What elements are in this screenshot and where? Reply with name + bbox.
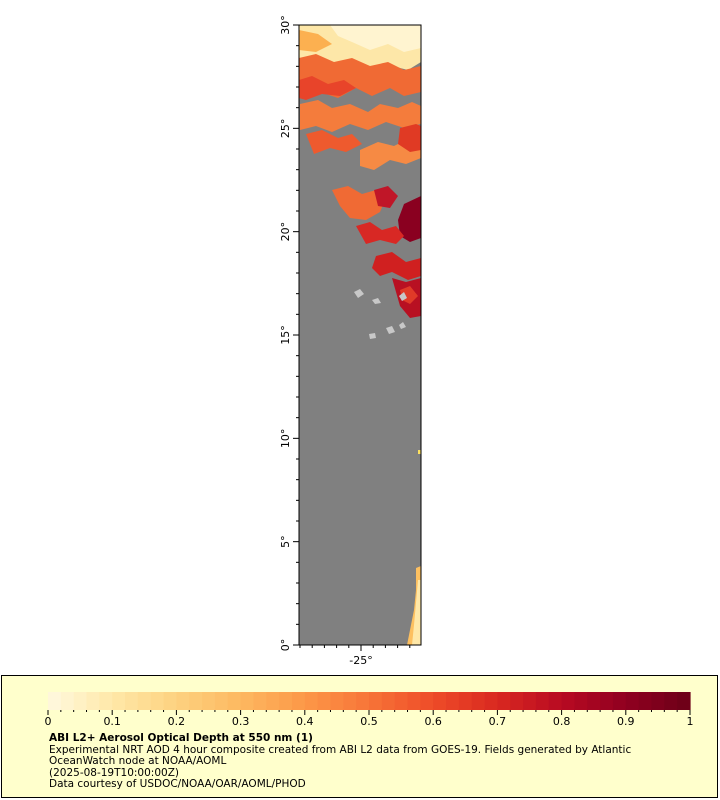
colorbar-segment <box>356 692 370 710</box>
legend-title: ABI L2+ Aerosol Optical Depth at 550 nm … <box>49 732 313 744</box>
colorbar-segment <box>214 692 229 710</box>
lon-tick-label: -25° <box>349 654 372 667</box>
cape-verde-island-3 <box>399 292 407 301</box>
colorbar-segment <box>535 692 550 710</box>
colorbar-label: 0.5 <box>360 715 378 728</box>
colorbar-label: 0.8 <box>553 715 571 728</box>
colorbar-segment <box>638 692 653 710</box>
lat-tick-label: 10° <box>279 429 292 449</box>
colorbar-segment <box>446 692 460 710</box>
colorbar-segment <box>587 692 601 710</box>
colorbar-segment <box>304 692 319 710</box>
colorbar-segment <box>458 692 473 710</box>
colorbar-segment <box>497 692 511 710</box>
colorbar-segment <box>651 692 665 710</box>
colorbar-segment <box>163 692 177 710</box>
colorbar-segment <box>612 692 627 710</box>
aod-patch-band-3 <box>300 100 421 132</box>
cape-verde-island-4 <box>386 326 395 334</box>
colorbar-segment <box>150 692 165 710</box>
colorbar-segment <box>227 692 242 710</box>
colorbar-segment <box>523 692 537 710</box>
cape-verde-island-2 <box>372 298 381 304</box>
aod-patch-coastal-light <box>412 580 421 645</box>
lat-tick-label: 0° <box>279 639 292 652</box>
colorbar-segment <box>189 692 203 710</box>
aod-patch-mid-dark <box>398 196 421 242</box>
colorbar-segment <box>125 692 139 710</box>
colorbar-segment <box>86 692 100 710</box>
colorbar-segment <box>112 692 126 710</box>
colorbar-segment <box>137 692 152 710</box>
colorbar-segment <box>484 692 498 710</box>
map-figure: 0° 5° 10° 15° 20° 25° 30° -25° <box>279 15 422 667</box>
colorbar-segment <box>664 692 678 710</box>
legend-timestamp: (2025-08-19T10:00:00Z) <box>49 766 179 779</box>
colorbar-segment <box>176 692 190 710</box>
lat-tick-label: 15° <box>279 325 292 345</box>
aod-patch-band-6 <box>398 124 421 152</box>
colorbar-segment <box>625 692 640 710</box>
colorbar-segment <box>73 692 88 710</box>
legend-credit: Data courtesy of USDOC/NOAA/OAR/AOML/PHO… <box>49 778 306 790</box>
aod-speck-1 <box>418 450 421 454</box>
colorbar-segment <box>279 692 293 710</box>
aod-patch-mid-1 <box>332 186 386 220</box>
lat-tick-label: 30° <box>279 15 292 35</box>
colorbar-segment <box>510 692 524 710</box>
colorbar-label: 0.2 <box>168 715 186 728</box>
aod-patch-mid-2 <box>374 186 398 208</box>
aod-patch-north-orange <box>299 30 332 52</box>
colorbar-label: 0.7 <box>489 715 507 728</box>
lat-tick-label: 5° <box>279 535 292 548</box>
colorbar-segment <box>266 692 280 710</box>
lat-tick-label: 20° <box>279 222 292 242</box>
lat-tick-label: 25° <box>279 119 292 139</box>
legend-panel: 0 0.1 0.2 0.3 0.4 0.5 0.6 0.7 0.8 0.9 1 ABI L2+ Ae… <box>1 675 718 798</box>
colorbar-segment <box>420 692 434 710</box>
aod-patch-band-4 <box>306 130 362 154</box>
colorbar-segment <box>291 692 306 710</box>
colorbar-label: 1 <box>687 715 694 728</box>
colorbar-segment <box>561 692 576 710</box>
axis-ticks: 0° 5° 10° 15° 20° 25° 30° -25° <box>279 15 411 667</box>
colorbar-segment <box>330 692 344 710</box>
colorbar-label: 0.9 <box>617 715 635 728</box>
colorbar-label: 0.6 <box>424 715 442 728</box>
colorbar-segment <box>574 692 588 710</box>
colorbar-segment <box>317 692 332 710</box>
colorbar-segment <box>677 692 691 710</box>
colorbar-segment <box>48 692 62 710</box>
legend-text: ABI L2+ Aerosol Optical Depth at 550 nm … <box>49 732 699 791</box>
colorbar-segment <box>433 692 447 710</box>
colorbar-segment <box>202 692 216 710</box>
aod-patch-south-1 <box>372 252 421 280</box>
aod-patch-band-2 <box>299 76 356 100</box>
colorbar-label: 0.4 <box>296 715 314 728</box>
aod-patch-mid-3 <box>356 222 404 244</box>
colorbar-segment <box>369 692 383 710</box>
colorbar-segment <box>471 692 486 710</box>
colorbar-segment <box>394 692 409 710</box>
colorbar-segment <box>548 692 563 710</box>
cape-verde-island-6 <box>399 322 406 329</box>
colorbar-segment <box>343 692 357 710</box>
colorbar-label: 0.1 <box>103 715 121 728</box>
colorbar-segment <box>600 692 614 710</box>
aod-field <box>299 25 421 645</box>
colorbar-segment <box>60 692 75 710</box>
colorbar-label: 0 <box>45 715 52 728</box>
aod-patch-north-light <box>330 25 421 52</box>
colorbar-segment <box>99 692 113 710</box>
colorbar: 0 0.1 0.2 0.3 0.4 0.5 0.6 0.7 0.8 0.9 1 <box>45 692 694 728</box>
colorbar-segment <box>253 692 267 710</box>
colorbar-segment <box>381 692 396 710</box>
colorbar-segment <box>240 692 255 710</box>
colorbar-segment <box>407 692 421 710</box>
cape-verde-island-1 <box>354 289 364 298</box>
cape-verde-island-5 <box>369 333 376 339</box>
colorbar-label: 0.3 <box>232 715 250 728</box>
legend-description: Experimental NRT AOD 4 hour composite cr… <box>49 743 632 767</box>
